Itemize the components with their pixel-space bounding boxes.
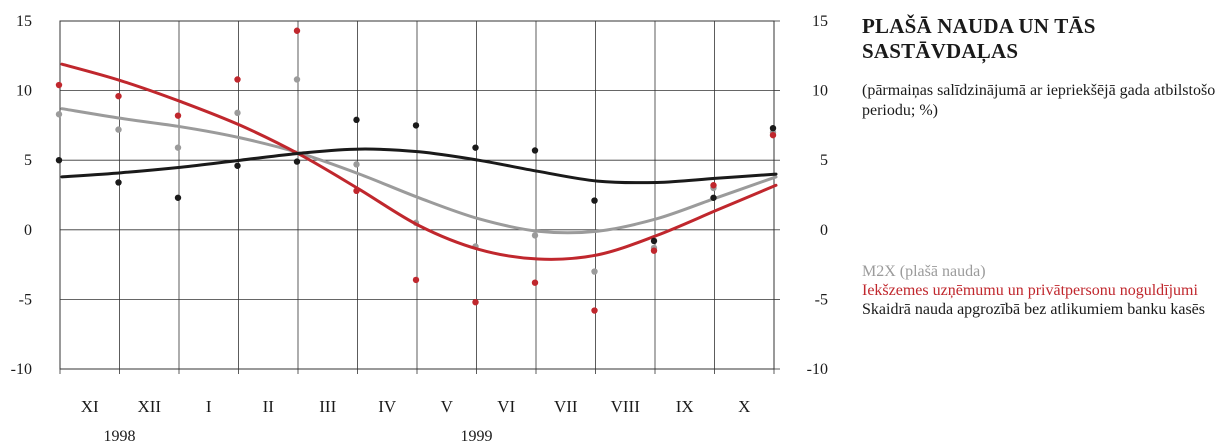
data-point-cash <box>115 179 122 186</box>
y-tick-label-left: -5 <box>19 291 32 308</box>
data-point-cash <box>293 158 301 165</box>
y-tick-label-right: 5 <box>820 152 828 169</box>
data-point-deposits <box>472 298 479 306</box>
y-tick-label-left: 0 <box>24 222 32 239</box>
data-point-deposits <box>412 276 420 284</box>
data-point-cash <box>472 144 479 151</box>
legend-item-deposits: Iekšzemes uzņēmumu un privātpersonu nogu… <box>862 282 1198 299</box>
chart-subtitle: (pārmaiņas salīdzinājumā ar iepriekšējā … <box>862 82 1216 119</box>
y-tick-label-right: 15 <box>812 13 828 30</box>
y-tick-label-left: 5 <box>24 152 32 169</box>
data-point-m2x <box>531 232 539 239</box>
data-point-cash <box>531 147 539 154</box>
data-point-cash <box>55 157 63 164</box>
grid-layer <box>59 20 775 370</box>
data-point-cash <box>353 116 360 124</box>
y-tick-label-left: 10 <box>16 83 32 100</box>
x-tick-label: VII <box>554 397 578 416</box>
data-point-m2x <box>293 76 301 83</box>
x-tick-label: III <box>319 397 336 416</box>
legend-item-cash: Skaidrā nauda apgrozībā bez atlikumiem b… <box>862 301 1205 318</box>
data-point-cash <box>174 194 182 201</box>
x-tick-label: IX <box>676 397 694 416</box>
data-point-deposits <box>531 279 539 286</box>
legend-item-m2x: M2X (plašā nauda) <box>862 263 986 280</box>
data-point-m2x <box>234 109 241 117</box>
data-point-cash <box>412 122 420 129</box>
data-point-cash <box>710 194 717 201</box>
x-tick-label: II <box>263 397 275 416</box>
trend-line-m2x <box>60 107 778 235</box>
year-label: 1999 <box>461 428 493 445</box>
data-point-deposits <box>293 27 301 34</box>
data-point-m2x <box>174 144 182 151</box>
y-tick-label-right: -10 <box>807 361 828 378</box>
x-tick-label: XII <box>137 397 161 416</box>
data-point-m2x <box>115 126 122 133</box>
data-point-cash <box>234 162 241 169</box>
data-point-deposits <box>769 131 777 139</box>
x-tick-label: VI <box>497 397 515 416</box>
data-point-cash <box>650 237 658 245</box>
legend: M2X (plašā nauda) Iekšzemes uzņēmumu un … <box>862 262 1223 319</box>
data-point-cash <box>591 197 598 204</box>
data-point-cash <box>769 124 777 132</box>
data-point-deposits <box>591 307 598 314</box>
y-tick-label-right: -5 <box>815 291 828 308</box>
data-point-deposits <box>174 112 182 119</box>
data-point-deposits <box>234 76 241 83</box>
chart-title: PLAŠĀ NAUDA UN TĀS SASTĀVDAĻAS <box>862 14 1096 63</box>
y-tick-label-right: 10 <box>812 83 828 100</box>
data-point-deposits <box>115 92 122 100</box>
x-tick-label: IV <box>378 397 397 416</box>
year-label: 1998 <box>104 428 136 445</box>
axis-layer <box>59 20 780 374</box>
x-tick-label: I <box>206 397 212 416</box>
data-point-deposits <box>650 247 658 254</box>
y-tick-label-left: 15 <box>16 13 32 30</box>
y-tick-label-right: 0 <box>820 222 828 239</box>
x-tick-label: V <box>441 397 454 416</box>
x-tick-label: XI <box>81 397 99 416</box>
data-point-deposits <box>55 81 63 89</box>
series-layer <box>55 27 778 314</box>
trend-line-deposits <box>60 62 778 261</box>
data-point-m2x <box>55 111 63 118</box>
trend-line-cash <box>60 147 778 185</box>
x-tick-label: VIII <box>611 397 641 416</box>
y-tick-label-left: -10 <box>11 361 32 378</box>
data-point-deposits <box>353 187 360 195</box>
x-tick-label: X <box>738 397 750 416</box>
data-point-deposits <box>710 182 717 189</box>
data-point-m2x <box>353 161 360 168</box>
data-point-m2x <box>591 268 598 275</box>
